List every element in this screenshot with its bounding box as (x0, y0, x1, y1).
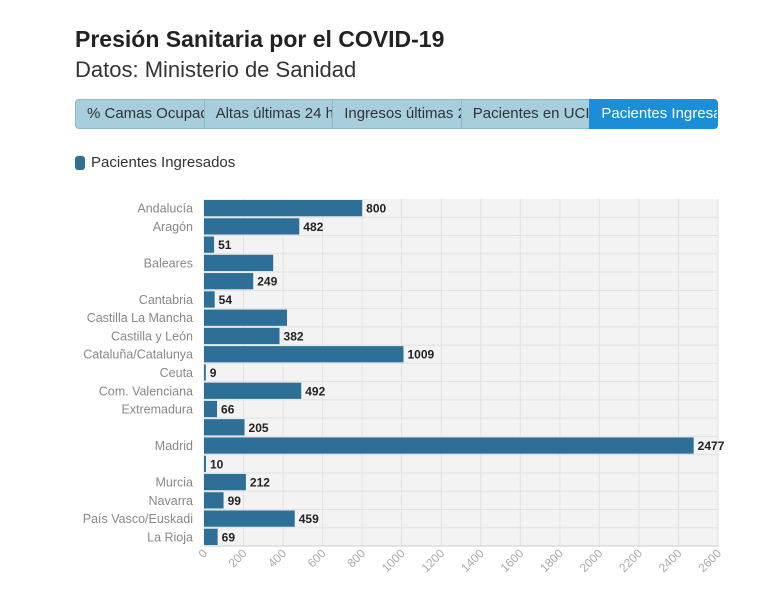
value-label: 459 (299, 512, 319, 526)
value-label: 54 (219, 293, 233, 307)
value-label: 2477 (698, 439, 725, 453)
category-label: Ceuta (160, 366, 193, 380)
x-tick-label: 400 (265, 546, 289, 570)
value-label: 66 (221, 403, 235, 417)
category-label: La Rioja (147, 530, 193, 544)
x-tick-label: 1000 (379, 546, 408, 575)
category-label: Castilla La Mancha (87, 311, 193, 325)
bar (204, 364, 206, 381)
bar (204, 473, 246, 491)
bar (204, 200, 363, 217)
x-tick-label: 2200 (616, 546, 645, 575)
x-tick-label: 0 (195, 546, 210, 561)
value-label: 482 (303, 220, 323, 234)
x-tick-label: 800 (344, 546, 368, 570)
metric-tabs: % Camas Ocupadas Altas últimas 24 h Ingr… (75, 99, 718, 129)
category-label: Murcia (155, 476, 193, 490)
bar (204, 382, 302, 399)
category-label: Castilla y León (111, 329, 193, 343)
value-label: 69 (222, 530, 236, 544)
x-tick-label: 600 (305, 546, 329, 570)
category-label: Extremadura (121, 403, 193, 417)
bar (204, 400, 218, 418)
category-label: Aragón (153, 220, 193, 234)
x-tick-label: 200 (226, 546, 250, 570)
tab-camas-ocupadas[interactable]: % Camas Ocupadas (75, 99, 204, 129)
chart-title: Presión Sanitaria por el COVID-19 (75, 26, 445, 52)
category-label: Com. Valenciana (99, 384, 193, 398)
bar (204, 327, 280, 345)
value-label: 382 (284, 329, 304, 343)
bar (204, 437, 694, 454)
value-label: 212 (250, 476, 270, 490)
value-label: 51 (218, 238, 232, 252)
bar (204, 218, 300, 235)
category-label: Andalucía (137, 202, 193, 216)
tab-altas[interactable]: Altas últimas 24 h (203, 99, 333, 129)
value-label: 99 (228, 494, 242, 508)
value-label: 800 (366, 202, 386, 216)
category-label: Cantabria (139, 293, 193, 307)
category-label: Cataluña/Catalunya (83, 348, 193, 362)
x-tick-label: 1800 (537, 546, 566, 575)
x-tick-label: 1400 (458, 546, 487, 575)
x-tick-label: 2600 (695, 546, 724, 575)
bar (204, 492, 224, 509)
x-tick-label: 1200 (419, 546, 448, 575)
x-tick-label: 1600 (498, 546, 527, 575)
legend-label: Pacientes Ingresados (91, 154, 236, 171)
bar (204, 309, 288, 326)
value-label: 249 (257, 275, 277, 289)
bar (204, 254, 274, 272)
legend-item[interactable]: Pacientes Ingresados (75, 154, 235, 171)
legend-swatch (75, 155, 85, 170)
tab-pacientes-uci[interactable]: Pacientes en UCI (460, 99, 590, 129)
category-label: Baleares (144, 256, 193, 270)
tab-pacientes-ingresados[interactable]: Pacientes Ingresados (589, 99, 718, 129)
x-tick-label: 2400 (656, 546, 685, 575)
bar (204, 346, 404, 363)
bar (204, 236, 215, 253)
chart-subtitle: Datos: Ministerio de Sanidad (75, 57, 357, 82)
plot-background (204, 199, 718, 546)
bar (204, 455, 206, 472)
x-tick-label: 2000 (577, 546, 606, 575)
category-label: País Vasco/Euskadi (83, 512, 193, 526)
value-label: 1009 (407, 348, 434, 362)
bar (204, 273, 254, 290)
value-label: 205 (249, 421, 269, 435)
bar (204, 510, 295, 527)
value-label: 9 (210, 366, 217, 380)
category-label: Madrid (155, 439, 193, 453)
bar (204, 528, 218, 545)
bar (204, 291, 215, 308)
category-label: Navarra (149, 494, 194, 508)
tab-ingresos[interactable]: Ingresos últimas 24 h (332, 99, 461, 129)
value-label: 492 (305, 384, 325, 398)
bar (204, 419, 245, 436)
value-label: 10 (210, 457, 224, 471)
